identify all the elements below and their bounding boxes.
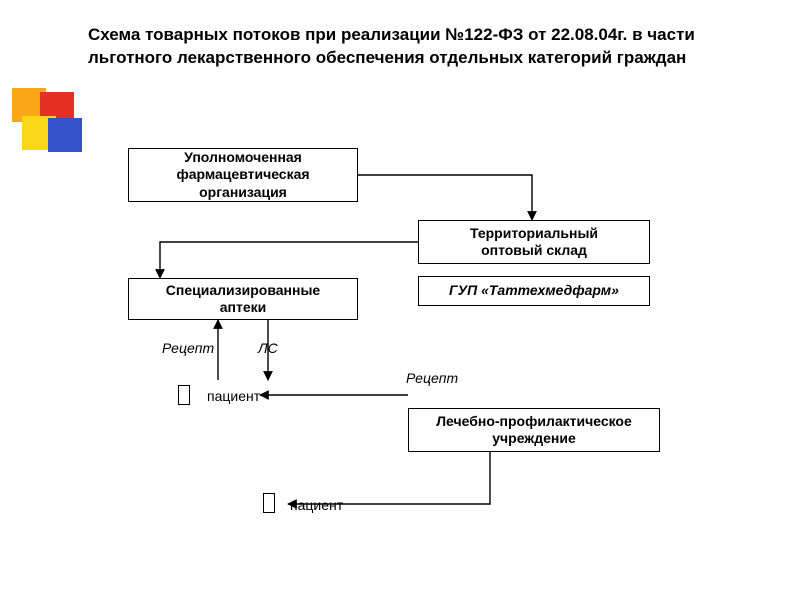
label-ls: ЛС xyxy=(258,340,278,356)
node-tos: Территориальныйоптовый склад xyxy=(418,220,650,264)
patient-icon-2 xyxy=(263,493,275,513)
node-gup: ГУП «Таттехмедфарм» xyxy=(418,276,650,306)
label-recept2: Рецепт xyxy=(406,370,458,386)
connectors-svg xyxy=(0,0,800,600)
decorative-logo xyxy=(12,88,84,152)
node-upo: Уполномоченнаяфармацевтическаяорганизаци… xyxy=(128,148,358,202)
logo-square-blue xyxy=(48,118,82,152)
label-patient1: пациент xyxy=(207,388,260,404)
label-recept1: Рецепт xyxy=(162,340,214,356)
node-lpu: Лечебно-профилактическоеучреждение xyxy=(408,408,660,452)
patient-icon-1 xyxy=(178,385,190,405)
node-apteki: Специализированныеаптеки xyxy=(128,278,358,320)
label-patient2: пациент xyxy=(290,497,343,513)
diagram-title: Схема товарных потоков при реализации №1… xyxy=(88,24,760,70)
